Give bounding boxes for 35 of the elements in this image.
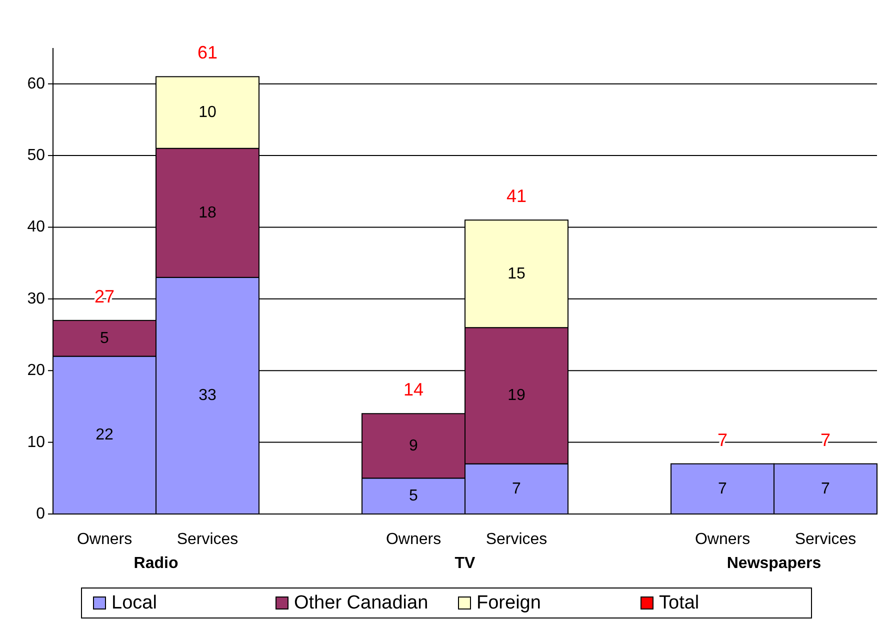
data-label: 7 xyxy=(512,480,522,498)
x-tick-label: Services xyxy=(486,531,548,548)
y-tick-label: 0 xyxy=(36,506,46,522)
text: TV xyxy=(454,555,476,572)
data-label: 7 xyxy=(821,480,830,498)
x-tick-label: Owners xyxy=(76,531,132,548)
data-label: 18 xyxy=(198,204,216,222)
y-tick-label: 20 xyxy=(27,362,46,380)
x-tick-label: Owners xyxy=(694,531,750,548)
data-label: 15 xyxy=(508,265,526,282)
text: Newspapers xyxy=(726,555,822,572)
total-label: 41 xyxy=(506,186,527,206)
y-tick-label: 30 xyxy=(27,290,46,308)
data-label: 5 xyxy=(100,330,110,347)
text: Radio xyxy=(134,555,178,572)
data-label: 7 xyxy=(718,480,728,498)
total-label: 61 xyxy=(197,42,218,63)
x-tick-label: Services xyxy=(794,531,856,548)
data-label: 19 xyxy=(508,387,526,404)
data-label: 10 xyxy=(198,104,216,122)
data-label: 9 xyxy=(409,437,418,454)
total-label: 14 xyxy=(403,380,424,400)
y-tick-label: 50 xyxy=(27,147,46,164)
legend-label: Other Canadian xyxy=(294,592,428,614)
y-tick-label: 60 xyxy=(27,75,46,92)
legend-label: Local xyxy=(112,592,157,614)
legend-label: Foreign xyxy=(476,592,541,614)
data-label: 22 xyxy=(96,426,114,444)
legend-label: Total xyxy=(659,592,700,614)
data-label: 33 xyxy=(198,387,216,404)
y-tick-label: 40 xyxy=(27,218,46,236)
y-tick-label: 10 xyxy=(27,434,46,451)
data-label: 5 xyxy=(409,488,418,505)
x-tick-label: Owners xyxy=(386,531,442,548)
x-tick-label: Services xyxy=(176,531,238,548)
